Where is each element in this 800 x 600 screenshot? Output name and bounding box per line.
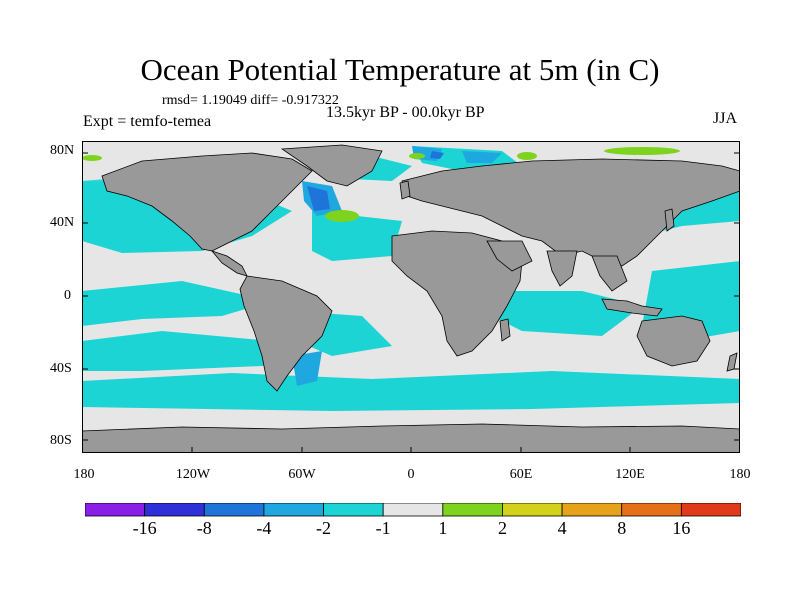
colorbar-label: 1	[438, 518, 448, 538]
greenland	[280, 144, 383, 187]
africa	[391, 230, 523, 357]
colorbar-swatch	[382, 503, 444, 517]
colorbar-label: 2	[497, 518, 507, 538]
madagascar	[499, 318, 511, 342]
colorbar-label: 4	[557, 518, 567, 538]
experiment-label: Expt = temfo-temea	[83, 113, 212, 130]
colorbar-swatch	[621, 503, 682, 517]
x-tick-label: 120W	[175, 467, 211, 482]
season-label: JJA	[713, 110, 738, 127]
antarctica	[82, 423, 740, 453]
colorbar-swatch	[203, 503, 265, 517]
stats-label: rmsd= 1.19049 diff= -0.917322	[162, 93, 339, 108]
map-ticks	[82, 152, 740, 453]
y-tick-label: 80S	[50, 433, 72, 448]
southeast-asia	[591, 255, 628, 292]
colorbar	[85, 503, 741, 517]
colorbar-swatch	[442, 503, 503, 517]
x-tick-label: 60W	[288, 467, 316, 482]
y-tick-label: 80N	[50, 143, 75, 158]
y-tick-label: 40N	[50, 215, 75, 230]
arabia	[486, 240, 533, 272]
colorbar-label: -4	[256, 518, 272, 538]
colorbar-label: -1	[375, 518, 391, 538]
colorbar-swatch	[561, 503, 623, 517]
colorbar-swatch	[502, 503, 563, 517]
warming-patches	[82, 147, 680, 222]
world-map	[82, 141, 740, 453]
eurasia	[401, 158, 740, 267]
x-tick-label: 60E	[509, 467, 533, 482]
x-tick-label: 120E	[615, 467, 645, 482]
colorbar-swatch	[85, 503, 146, 517]
plot-title: Ocean Potential Temperature at 5m (in C)	[140, 52, 660, 87]
y-tick-label: 40S	[50, 361, 72, 376]
north-america	[101, 152, 313, 252]
colorbar-swatch	[323, 503, 384, 517]
colorbar-swatch	[263, 503, 324, 517]
british-isles	[399, 180, 411, 200]
indonesia	[601, 298, 663, 317]
x-tick-label: 0	[407, 467, 415, 482]
colorbar-label: 8	[617, 518, 627, 538]
land-masses	[82, 144, 740, 453]
x-tick-label: 180	[73, 467, 95, 482]
india	[546, 250, 578, 287]
y-tick-label: 0	[64, 288, 71, 303]
colorbar-label: -16	[132, 518, 157, 538]
colorbar-label: 16	[672, 518, 691, 538]
colorbar-swatch	[144, 503, 205, 517]
colorbar-label: -2	[316, 518, 332, 538]
australia	[636, 315, 711, 367]
x-tick-label: 180	[729, 467, 751, 482]
plot-subtitle: 13.5kyr BP - 00.0kyr BP	[326, 104, 485, 121]
south-america	[239, 275, 333, 392]
colorbar-label: -8	[196, 518, 212, 538]
colorbar-swatch	[680, 503, 741, 517]
japan	[664, 208, 675, 232]
